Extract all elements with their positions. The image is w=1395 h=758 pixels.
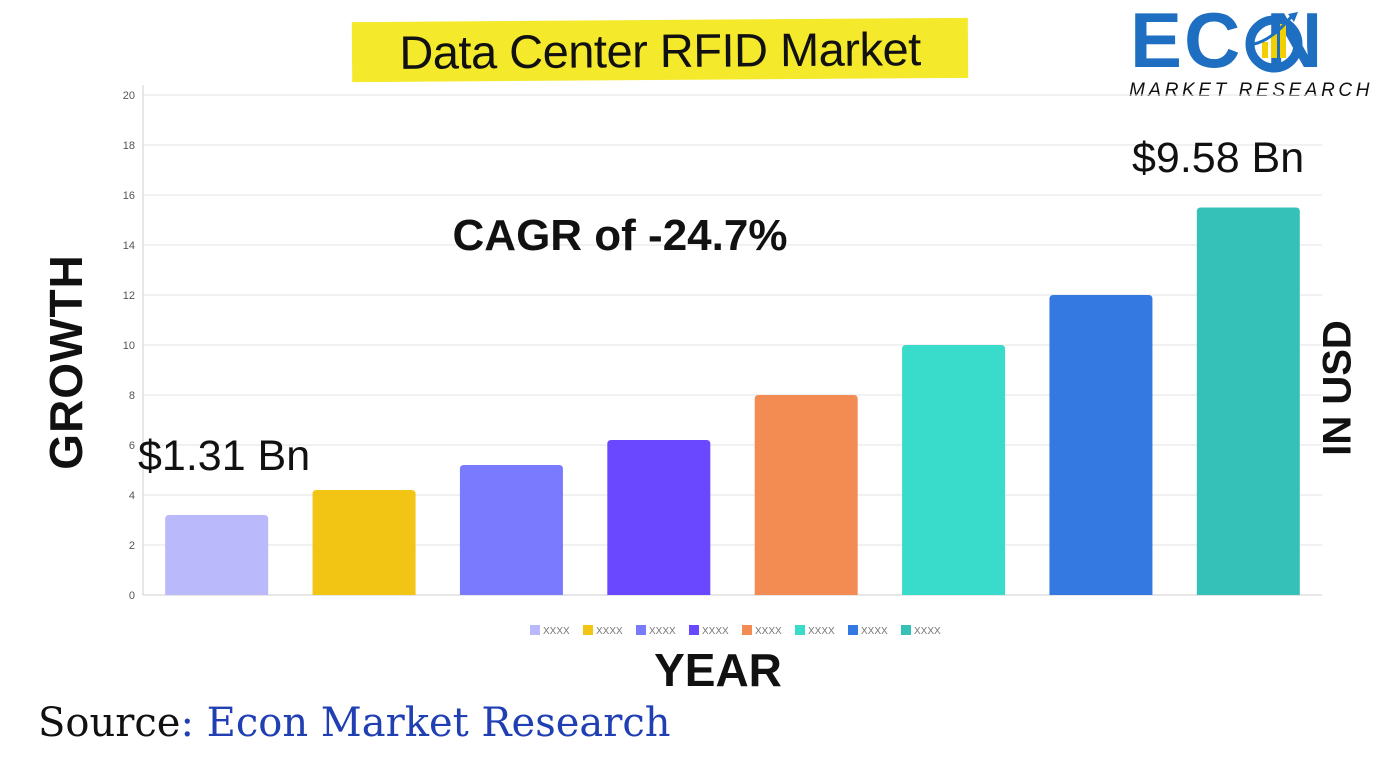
legend-label: XXXX xyxy=(649,626,676,637)
y-tick-label: 10 xyxy=(123,340,135,352)
x-axis-title: YEAR xyxy=(654,644,782,696)
y-axis-title: GROWTH xyxy=(40,254,92,470)
legend-label: XXXX xyxy=(808,626,835,637)
logo-tagline: MARKET RESEARCH xyxy=(1129,80,1374,101)
legend-swatch xyxy=(636,625,646,635)
y-tick-label: 12 xyxy=(123,290,135,302)
bar-7 xyxy=(1049,295,1153,595)
source-credit: Source: Econ Market Research xyxy=(38,700,671,746)
legend-swatch xyxy=(689,625,699,635)
y-axis-right-title: IN USD xyxy=(1315,320,1360,456)
legend-swatch xyxy=(583,625,593,635)
y-ticks: 0 2 4 6 8 10 12 14 16 18 20 xyxy=(123,90,135,602)
bars xyxy=(165,207,1300,595)
bar-6 xyxy=(902,345,1006,595)
end-value-annotation: $9.58 Bn xyxy=(1132,134,1305,182)
y-tick-label: 0 xyxy=(129,590,135,602)
y-tick-label: 20 xyxy=(123,90,135,102)
legend-swatch xyxy=(848,625,858,635)
legend-label: XXXX xyxy=(596,626,623,637)
y-tick-label: 16 xyxy=(123,190,135,202)
legend-label: XXXX xyxy=(755,626,782,637)
y-tick-label: 2 xyxy=(129,540,135,552)
legend-label: XXXX xyxy=(861,626,888,637)
y-tick-label: 4 xyxy=(129,490,135,502)
legend-swatch xyxy=(795,625,805,635)
legend-label: XXXX xyxy=(702,626,729,637)
econ-logo: EC N MARKET RESEARCH xyxy=(1126,0,1384,102)
bar-5 xyxy=(754,395,858,595)
legend-swatch xyxy=(901,625,911,635)
start-value-annotation: $1.31 Bn xyxy=(138,432,311,480)
legend: XXXX XXXX XXXX XXXX XXXX XXXX XXXX XXXX xyxy=(530,625,941,637)
cagr-annotation: CAGR of -24.7% xyxy=(452,211,788,260)
logo-bar-chart-icon xyxy=(1245,12,1303,73)
bar-3 xyxy=(459,465,563,595)
bar-2 xyxy=(312,490,416,595)
bar-8 xyxy=(1196,207,1300,595)
bar-1 xyxy=(165,515,269,595)
y-tick-label: 14 xyxy=(123,240,135,252)
legend-label: XXXX xyxy=(543,626,570,637)
legend-label: XXXX xyxy=(914,626,941,637)
y-tick-label: 18 xyxy=(123,140,135,152)
source-label: Source xyxy=(38,700,181,746)
legend-swatch xyxy=(530,625,540,635)
legend-swatch xyxy=(742,625,752,635)
y-tick-label: 6 xyxy=(129,440,135,452)
y-tick-label: 8 xyxy=(129,390,135,402)
source-brand: : Econ Market Research xyxy=(180,700,671,746)
bar-4 xyxy=(607,440,711,595)
